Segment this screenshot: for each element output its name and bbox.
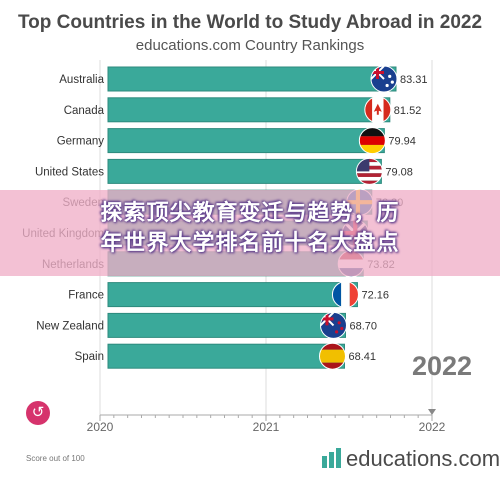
category-label: Canada <box>64 105 105 117</box>
germany-flag-icon <box>358 127 386 155</box>
bar <box>107 128 385 154</box>
educations-logo-icon <box>322 448 341 468</box>
category-label: Germany <box>57 136 105 148</box>
value-label: 79.94 <box>388 136 416 148</box>
category-label: France <box>68 290 104 302</box>
bar <box>107 66 397 92</box>
promo-line-1: 探索顶尖教育变迁与趋势，历 <box>100 200 400 225</box>
chart-subtitle: educations.com Country Rankings <box>135 37 365 54</box>
australia-flag-icon <box>370 65 398 93</box>
replay-button[interactable]: ↺ <box>26 401 50 425</box>
category-label: Spain <box>75 351 104 363</box>
value-label: 72.16 <box>361 290 389 302</box>
category-label: Australia <box>59 74 104 86</box>
new-zealand-flag-icon <box>319 311 347 339</box>
timeline-marker <box>428 409 436 415</box>
bar <box>107 97 391 123</box>
promo-banner <box>0 190 500 276</box>
canada-flag-icon <box>364 96 392 124</box>
france-flag-icon <box>331 281 359 309</box>
value-label: 79.08 <box>385 166 413 178</box>
x-tick-label: 2020 <box>87 420 114 434</box>
value-label: 81.52 <box>394 105 422 117</box>
time-axis: 2020 2021 2022 <box>87 409 446 434</box>
united-states-flag-icon <box>355 157 383 185</box>
replay-icon: ↺ <box>31 404 45 421</box>
value-label: 68.70 <box>349 320 377 332</box>
bar <box>107 312 346 338</box>
x-tick-label: 2022 <box>419 420 446 434</box>
bar <box>107 343 345 369</box>
category-label: United States <box>35 166 104 178</box>
current-year-label: 2022 <box>412 351 473 381</box>
chart-title: Top Countries in the World to Study Abro… <box>17 12 483 33</box>
score-note: Score out of 100 <box>26 454 85 463</box>
value-label: 83.31 <box>400 74 428 86</box>
logo-text: educations.com <box>346 446 500 471</box>
promo-banner-text: 探索顶尖教育变迁与趋势，历 年世界大学排名前十名大盘点 <box>0 198 500 258</box>
value-label: 68.41 <box>348 351 376 363</box>
bar <box>107 158 382 184</box>
promo-line-2: 年世界大学排名前十名大盘点 <box>100 230 400 255</box>
category-label: New Zealand <box>36 320 104 332</box>
spain-flag-icon <box>318 342 346 370</box>
x-tick-label: 2021 <box>253 420 280 434</box>
bar <box>107 282 358 308</box>
